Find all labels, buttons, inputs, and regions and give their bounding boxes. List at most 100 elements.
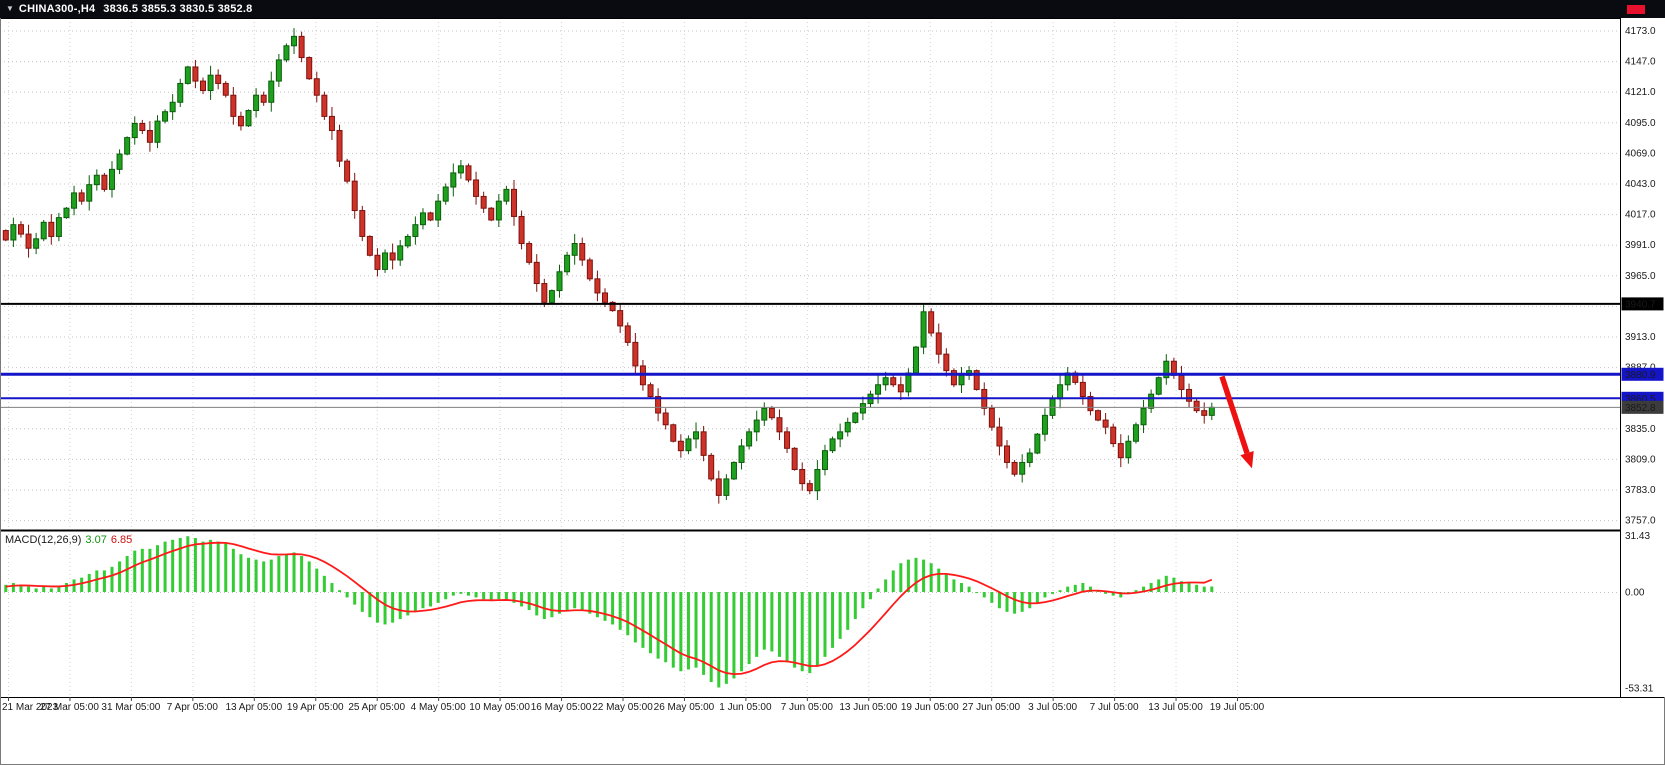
candle-bull [730,461,737,480]
price-badge [1621,297,1664,311]
candle-bull [548,290,555,303]
macd-bar [436,592,440,603]
candle-bear [579,243,586,261]
candle-bull [746,431,753,447]
macd-bar [1119,592,1123,598]
trend-arrow-head[interactable] [1240,450,1254,469]
macd-bar [777,592,781,657]
candle-bull [1140,407,1147,426]
macd-bar [300,556,304,593]
macd-bar [42,586,46,593]
time-axis-label: 27 Mar 05:00 [40,702,99,713]
candle-bull [397,245,404,261]
price-tick-label: 4017.0 [1625,210,1656,221]
candle-bear [670,424,677,442]
macd-bar [429,592,433,607]
macd-bar [641,592,645,648]
candle-bull [419,212,426,226]
candle-bull [162,111,169,122]
candle-bear [298,35,305,59]
trend-arrow[interactable] [1219,375,1254,469]
candle-bear [806,483,813,492]
macd-bar [148,548,152,593]
chart-titlebar: ▼ CHINA300-,H4 3836.5 3855.3 3830.5 3852… [0,0,1665,18]
price-scale-bg[interactable] [1621,18,1665,697]
candle-bull [131,122,138,139]
time-axis-label: 3 Jul 05:00 [1028,702,1077,713]
candle-bull [814,469,821,492]
macd-bar [785,592,789,663]
macd-bar [520,592,524,607]
macd-bar [360,592,364,612]
macd-bar [770,592,774,652]
macd-bar [800,592,804,672]
candle-bull [268,80,275,103]
macd-bar [595,592,599,618]
macd-bar [793,592,797,668]
level-lines[interactable] [0,302,1620,408]
candle-bull [10,224,17,241]
price-tick-label: 3809.0 [1625,454,1656,465]
macd-bar [163,541,167,593]
candle-bear [146,130,153,143]
candle-bull [556,271,563,292]
candle-bull [207,74,214,92]
macd-bar [110,566,114,593]
price-tick-label: 4069.0 [1625,148,1656,159]
macd-bar [967,586,971,593]
macd-indicator-label: MACD(12,26,9) 3.07 6.85 [5,534,132,546]
candle-bull [1026,452,1033,463]
price-tick-label: 3965.0 [1625,271,1656,282]
macd-bar [550,592,554,618]
candle-bear [594,278,601,294]
candle-bear [897,384,904,393]
price-tick-label: 4173.0 [1625,26,1656,37]
candle-bull [154,120,161,143]
macd-bar [178,538,182,593]
candle-bull [875,384,882,395]
candle-bear [943,353,950,372]
candle-bull [55,217,62,237]
macd-bar [633,592,637,643]
price-badge-label: 3940.7 [1625,299,1656,310]
candle-bull [753,419,760,433]
macd-bar [565,592,569,611]
time-axis-label: 22 May 05:00 [592,702,653,713]
price-scale[interactable]: 4173.0 4147.0 4121.0 4095.0 4069.0 4043.0 4017… [1621,18,1665,697]
candle-bear [78,192,85,202]
candle-bear [336,130,343,162]
candle-bear [655,396,662,414]
candle-bear [1011,461,1018,475]
macd-bar [224,543,228,593]
macd-bar [315,568,319,593]
candle-bear [928,311,935,334]
time-axis-label: 31 Mar 05:00 [101,702,160,713]
candle-bull [184,66,191,84]
macd-bar [922,559,926,593]
macd-bar [444,592,448,600]
candle-bull [723,478,730,496]
candle-bull [382,252,389,270]
candle-bull [253,94,260,112]
time-axis-label: 21 Mar 2023 [2,702,59,713]
candle-bear [480,195,487,209]
candle-bear [359,210,366,237]
macd-bar [413,592,417,612]
macd-bar [1104,592,1108,594]
candle-bull [283,45,290,61]
macd-bar [375,592,379,623]
time-axis-label: 19 Apr 05:00 [287,702,344,713]
macd-bar [899,563,903,593]
macd-bar [906,559,910,593]
candle-bull [693,431,700,440]
candle-bear [2,230,9,241]
macd-bar [649,592,653,654]
candle-bear [139,122,146,132]
trend-arrow-shaft[interactable] [1219,375,1250,454]
macd-bar [284,554,288,593]
macd-bar [512,592,516,603]
candle-bull [169,101,176,113]
symbol-period-label: CHINA300-,H4 [18,3,96,15]
